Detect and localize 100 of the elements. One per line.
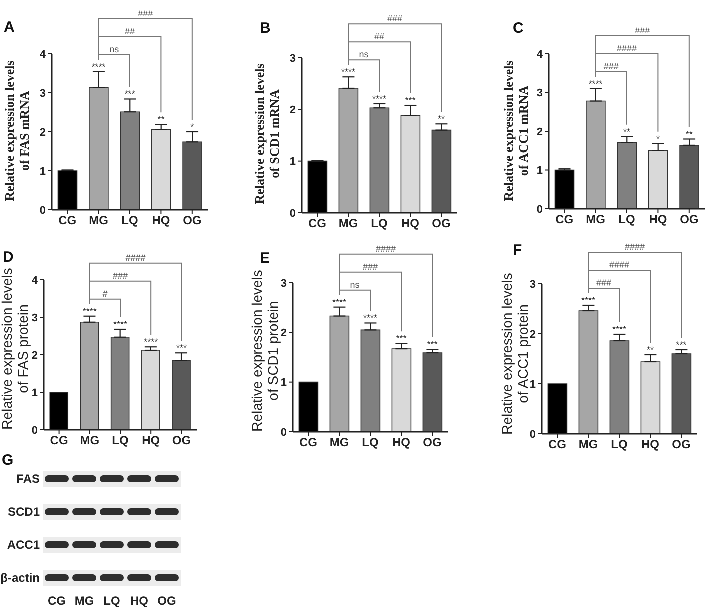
text: ### <box>362 262 378 272</box>
text: #### <box>126 252 146 263</box>
text: ### <box>635 25 650 36</box>
y-tick-label: 2 <box>536 126 543 138</box>
category-label: LQ <box>104 594 120 608</box>
x-tick-label: MG <box>80 434 100 448</box>
y-tick-label: 3 <box>530 278 536 291</box>
x-tick-label: LQ <box>371 216 388 231</box>
chart-title: C <box>513 20 524 37</box>
data-label: ** <box>438 114 446 124</box>
data-label: **** <box>612 324 627 334</box>
data-label: ** <box>158 114 166 125</box>
text: G <box>2 452 14 469</box>
data-label: *** <box>124 89 136 100</box>
y-tick-label: 3 <box>32 312 38 324</box>
text: #### <box>376 244 396 254</box>
x-tick-label: MG <box>578 438 598 452</box>
data-label: * <box>656 134 660 144</box>
y-tick-label: 1 <box>536 165 543 178</box>
data-label: *** <box>676 340 688 350</box>
x-tick-label: LQ <box>122 214 138 228</box>
text: ## <box>374 32 385 42</box>
category-label: CG <box>48 594 66 608</box>
y-tick-label: 2 <box>530 328 536 341</box>
data-label: **** <box>82 306 98 316</box>
annotation: ### <box>604 61 619 72</box>
text: #### <box>624 242 646 252</box>
y-tick-label: 0 <box>536 204 543 216</box>
data-label: ** <box>623 126 631 137</box>
y-tick-label: 2 <box>280 328 287 340</box>
y-tick-label: 3 <box>536 88 543 100</box>
y-tick-label: 4 <box>536 48 544 61</box>
x-tick-label: HQ <box>142 434 160 448</box>
y-tick-label: 2 <box>290 104 296 117</box>
y-tick-label: 4 <box>32 274 39 287</box>
y-axis-title: Relative expression levels of ACC1 protein <box>499 272 531 435</box>
x-tick-label: HQ <box>649 212 668 227</box>
y-tick-label: 0 <box>280 426 287 439</box>
data-label: **** <box>588 78 604 89</box>
data-label: ** <box>646 345 654 355</box>
y-tick-label: 1 <box>530 378 536 391</box>
y-tick-label: 1 <box>280 377 287 390</box>
data-label: **** <box>372 94 387 104</box>
annotation: ns <box>350 280 360 290</box>
x-tick-label: LQ <box>112 434 129 448</box>
x-tick-label: MG <box>330 436 350 450</box>
chart-title: B <box>260 20 271 37</box>
annotation: ### <box>112 270 128 281</box>
x-tick-label: HQ <box>402 216 420 231</box>
chart-title: F <box>513 242 522 259</box>
y-axis-title: Relative expression levels of FAS mRNA <box>2 60 32 204</box>
x-tick-label: OG <box>423 436 442 450</box>
annotation: ns <box>110 44 120 54</box>
chart-title: A <box>4 19 15 36</box>
y-tick-label: 1 <box>32 387 38 400</box>
y-axis-title: Relative expression levels of FAS protein <box>0 268 31 430</box>
y-tick-label: 2 <box>40 126 46 139</box>
x-tick-label: CG <box>50 434 68 448</box>
category-label: SCD1 <box>8 505 40 519</box>
data-label: **** <box>332 297 347 308</box>
chart-title: E <box>260 250 270 267</box>
text: ## <box>124 26 136 36</box>
x-tick-label: CG <box>548 438 566 452</box>
text: ### <box>387 14 403 24</box>
data-label: * <box>190 122 195 132</box>
text: ### <box>138 8 154 18</box>
y-axis-title: Relative expression levels of SCD1 protein <box>249 270 281 432</box>
annotation: ns <box>359 50 370 60</box>
x-tick-label: MG <box>89 214 108 228</box>
category-label: OG <box>158 594 176 608</box>
y-tick-label: 0 <box>40 204 46 217</box>
category-label: FAS <box>16 472 40 486</box>
y-tick-label: 0 <box>530 428 536 441</box>
y-axis-title: Relative expression levels of ACC1 mRNA <box>501 60 531 204</box>
data-label: **** <box>113 320 128 330</box>
chart-title: D <box>3 249 14 266</box>
y-tick-label: 3 <box>290 52 296 65</box>
x-tick-label: OG <box>432 216 451 231</box>
data-label: **** <box>92 62 106 72</box>
category-label: MG <box>74 594 94 608</box>
data-label: *** <box>405 96 416 106</box>
x-tick-label: HQ <box>392 436 410 450</box>
y-axis-title: Relative expression levels of SCD1 mRNA <box>252 62 282 206</box>
x-tick-label: CG <box>300 436 318 450</box>
y-tick-label: 2 <box>32 350 38 362</box>
x-tick-label: OG <box>183 214 202 228</box>
x-tick-label: OG <box>672 438 691 452</box>
data-label: *** <box>427 340 438 350</box>
data-label: *** <box>176 343 188 354</box>
text: #### <box>609 260 630 270</box>
x-tick-label: HQ <box>642 438 660 452</box>
x-tick-label: LQ <box>618 212 636 227</box>
y-tick-label: 0 <box>290 208 296 220</box>
x-tick-label: HQ <box>152 214 170 228</box>
data-label: **** <box>341 67 356 78</box>
x-tick-label: CG <box>58 214 77 228</box>
annotation: ### <box>596 278 612 288</box>
x-tick-label: LQ <box>611 438 628 452</box>
y-tick-label: 3 <box>280 278 287 290</box>
y-tick-label: 4 <box>40 48 47 61</box>
